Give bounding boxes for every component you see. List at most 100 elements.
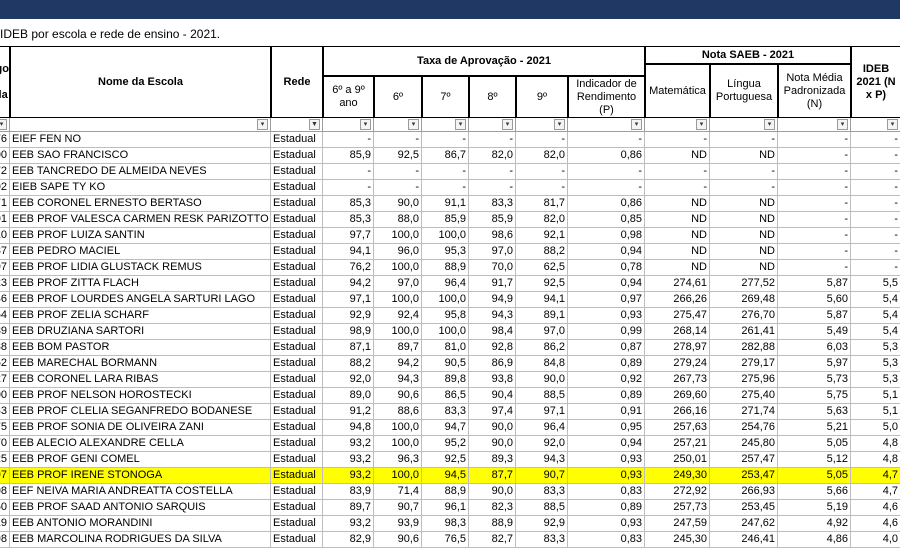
header-indicador-rendimento[interactable]: Indicador de Rendimento (P) [568, 76, 645, 118]
cell-taxa-9[interactable]: 90,7 [516, 468, 568, 484]
cell-taxa-6[interactable]: 100,0 [374, 324, 422, 340]
cell-taxa-6[interactable]: - [374, 132, 422, 148]
table-row[interactable]: 08EEF NEIVA MARIA ANDREATTA COSTELLAEsta… [0, 484, 900, 500]
cell-indicador[interactable]: 0,86 [568, 148, 645, 164]
cell-ideb[interactable]: - [851, 164, 900, 180]
cell-taxa-6[interactable]: 92,5 [374, 148, 422, 164]
cell-taxa-9[interactable]: 83,3 [516, 532, 568, 548]
cell-taxa-6a9[interactable]: 89,7 [323, 500, 374, 516]
cell-taxa-8[interactable]: 85,9 [469, 212, 516, 228]
cell-nome[interactable]: EEB PROF LUIZA SANTIN [10, 228, 271, 244]
cell-lingua-portuguesa[interactable]: 254,76 [710, 420, 778, 436]
cell-taxa-9[interactable]: 94,1 [516, 292, 568, 308]
table-row[interactable]: 75EEB PROF SONIA DE OLIVEIRA ZANIEstadua… [0, 420, 900, 436]
header-lingua-portuguesa[interactable]: Língua Portuguesa [710, 64, 778, 118]
cell-taxa-7[interactable]: 86,5 [422, 388, 469, 404]
cell-taxa-6a9[interactable]: 98,9 [323, 324, 374, 340]
dropdown-arrow-icon[interactable]: ▾ [887, 119, 898, 130]
cell-taxa-7[interactable]: 92,5 [422, 452, 469, 468]
cell-matematica[interactable]: 266,26 [645, 292, 710, 308]
cell-taxa-7[interactable]: 88,9 [422, 260, 469, 276]
cell-rede[interactable]: Estadual [271, 532, 323, 548]
cell-matematica[interactable]: 245,30 [645, 532, 710, 548]
cell-indicador[interactable]: 0,99 [568, 324, 645, 340]
table-row[interactable]: 89EEB DRUZIANA SARTORIEstadual98,9100,01… [0, 324, 900, 340]
cell-taxa-9[interactable]: 81,7 [516, 196, 568, 212]
cell-taxa-8[interactable]: 82,7 [469, 532, 516, 548]
cell-nome[interactable]: EEB CORONEL ERNESTO BERTASO [10, 196, 271, 212]
cell-taxa-9[interactable]: 92,1 [516, 228, 568, 244]
cell-nota-media[interactable]: 5,87 [778, 276, 851, 292]
cell-taxa-6a9[interactable]: 89,0 [323, 388, 374, 404]
cell-codigo[interactable]: 71 [0, 196, 10, 212]
cell-nome[interactable]: EEB ALECIO ALEXANDRE CELLA [10, 436, 271, 452]
cell-nome[interactable]: EEB TANCREDO DE ALMEIDA NEVES [10, 164, 271, 180]
cell-rede[interactable]: Estadual [271, 164, 323, 180]
header-taxa-8[interactable]: 8º [469, 76, 516, 118]
header-taxa-6[interactable]: 6º [374, 76, 422, 118]
cell-lingua-portuguesa[interactable]: 282,88 [710, 340, 778, 356]
cell-taxa-9[interactable]: 83,3 [516, 484, 568, 500]
cell-nota-media[interactable]: 5,19 [778, 500, 851, 516]
cell-codigo[interactable]: 08 [0, 484, 10, 500]
cell-taxa-8[interactable]: 82,3 [469, 500, 516, 516]
cell-taxa-8[interactable]: 88,9 [469, 516, 516, 532]
cell-lingua-portuguesa[interactable]: ND [710, 228, 778, 244]
cell-codigo[interactable]: 43 [0, 404, 10, 420]
cell-taxa-7[interactable]: 90,5 [422, 356, 469, 372]
cell-taxa-6[interactable]: 89,7 [374, 340, 422, 356]
cell-taxa-7[interactable]: 96,1 [422, 500, 469, 516]
cell-rede[interactable]: Estadual [271, 356, 323, 372]
dropdown-arrow-icon[interactable]: ▾ [0, 119, 7, 130]
cell-taxa-8[interactable]: 83,3 [469, 196, 516, 212]
cell-taxa-6a9[interactable]: 94,2 [323, 276, 374, 292]
cell-taxa-7[interactable]: 89,8 [422, 372, 469, 388]
cell-indicador[interactable]: 0,93 [568, 308, 645, 324]
cell-taxa-6[interactable]: 93,9 [374, 516, 422, 532]
cell-codigo[interactable]: 00 [0, 148, 10, 164]
cell-nome[interactable]: EEB PROF VALESCA CARMEN RESK PARIZOTTO [10, 212, 271, 228]
cell-matematica[interactable]: - [645, 180, 710, 196]
cell-matematica[interactable]: ND [645, 228, 710, 244]
cell-codigo[interactable]: 52 [0, 356, 10, 372]
header-nota-saeb[interactable]: Nota SAEB - 2021 [645, 46, 851, 64]
cell-nota-media[interactable]: 5,97 [778, 356, 851, 372]
cell-taxa-8[interactable]: 98,6 [469, 228, 516, 244]
cell-taxa-6[interactable]: 100,0 [374, 420, 422, 436]
cell-matematica[interactable]: 257,21 [645, 436, 710, 452]
cell-indicador[interactable]: 0,87 [568, 340, 645, 356]
cell-rede[interactable]: Estadual [271, 212, 323, 228]
header-codigo[interactable]: Código da Escola [0, 46, 10, 118]
cell-taxa-6a9[interactable]: 83,9 [323, 484, 374, 500]
cell-nome[interactable]: EEB PROF CLELIA SEGANFREDO BODANESE [10, 404, 271, 420]
cell-taxa-7[interactable]: 100,0 [422, 228, 469, 244]
cell-lingua-portuguesa[interactable]: 275,40 [710, 388, 778, 404]
cell-lingua-portuguesa[interactable]: ND [710, 148, 778, 164]
cell-taxa-6[interactable]: 100,0 [374, 228, 422, 244]
table-row[interactable]: 50EEB PROF SAAD ANTONIO SARQUISEstadual8… [0, 500, 900, 516]
header-rede[interactable]: Rede [271, 46, 323, 118]
cell-taxa-9[interactable]: 89,1 [516, 308, 568, 324]
cell-nome[interactable]: EEB PROF SONIA DE OLIVEIRA ZANI [10, 420, 271, 436]
cell-rede[interactable]: Estadual [271, 500, 323, 516]
cell-taxa-8[interactable]: 87,7 [469, 468, 516, 484]
cell-taxa-9[interactable]: 82,0 [516, 212, 568, 228]
cell-rede[interactable]: Estadual [271, 468, 323, 484]
cell-codigo[interactable]: 75 [0, 420, 10, 436]
cell-taxa-6[interactable]: 96,3 [374, 452, 422, 468]
cell-nota-media[interactable]: - [778, 164, 851, 180]
cell-ideb[interactable]: 4,6 [851, 500, 900, 516]
cell-lingua-portuguesa[interactable]: ND [710, 260, 778, 276]
cell-taxa-6[interactable]: 94,2 [374, 356, 422, 372]
cell-taxa-9[interactable]: 86,2 [516, 340, 568, 356]
cell-ideb[interactable]: - [851, 180, 900, 196]
cell-lingua-portuguesa[interactable]: 269,48 [710, 292, 778, 308]
table-row[interactable]: 52EEB MARECHAL BORMANNEstadual88,294,290… [0, 356, 900, 372]
cell-ideb[interactable]: 4,8 [851, 436, 900, 452]
cell-taxa-6a9[interactable]: 94,8 [323, 420, 374, 436]
cell-nome[interactable]: EEB PROF SAAD ANTONIO SARQUIS [10, 500, 271, 516]
cell-taxa-8[interactable]: - [469, 180, 516, 196]
cell-lingua-portuguesa[interactable]: ND [710, 196, 778, 212]
cell-taxa-6[interactable]: - [374, 164, 422, 180]
